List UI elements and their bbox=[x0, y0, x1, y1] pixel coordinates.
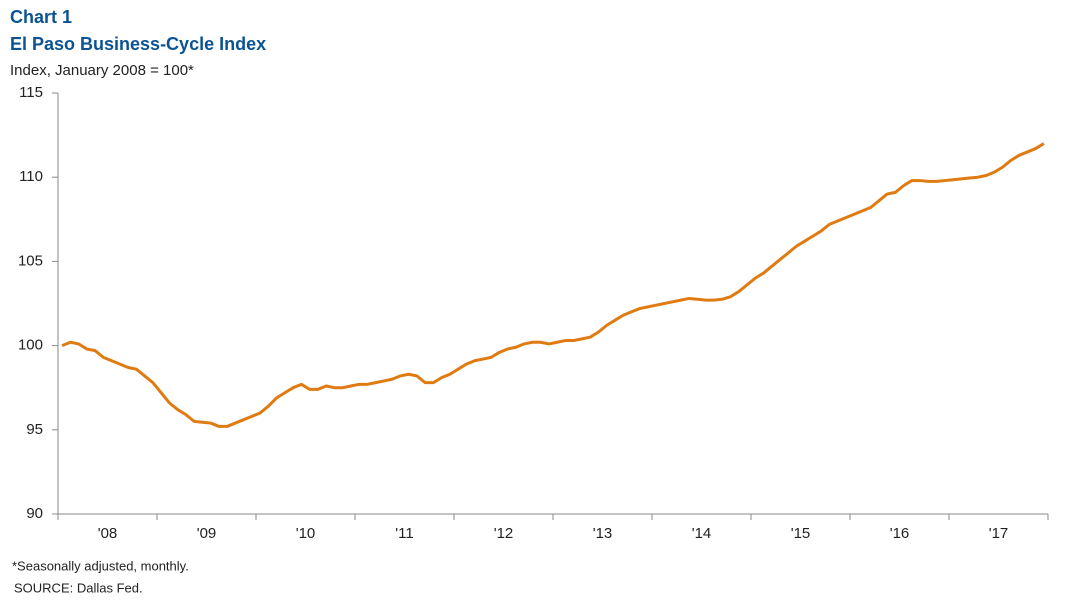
x-tick-label: '12 bbox=[494, 525, 514, 542]
x-tick-label: '13 bbox=[593, 525, 613, 542]
x-tick-label: '17 bbox=[989, 525, 1009, 542]
note: *Seasonally adjusted, monthly. bbox=[12, 558, 189, 573]
y-axis-label: Index, January 2008 = 100* bbox=[10, 62, 194, 79]
source: SOURCE: Dallas Fed. bbox=[14, 580, 143, 595]
y-tick-label: 100 bbox=[18, 337, 43, 354]
x-tick-label: '10 bbox=[296, 525, 316, 542]
chart-subtitle: El Paso Business-Cycle Index bbox=[10, 34, 266, 54]
x-tick-label: '15 bbox=[791, 525, 811, 542]
x-tick-label: '08 bbox=[98, 525, 118, 542]
chart-title: Chart 1 bbox=[10, 7, 72, 27]
y-tick-label: 110 bbox=[19, 168, 43, 185]
y-tick-label: 115 bbox=[19, 84, 43, 101]
y-tick-label: 95 bbox=[26, 421, 43, 438]
x-tick-label: '11 bbox=[395, 525, 413, 542]
y-tick-label: 90 bbox=[26, 505, 43, 522]
series-line bbox=[61, 142, 1045, 428]
x-tick-label: '14 bbox=[692, 525, 712, 542]
x-tick-label: '16 bbox=[890, 525, 910, 542]
x-tick-label: '09 bbox=[197, 525, 217, 542]
y-tick-label: 105 bbox=[18, 252, 43, 269]
